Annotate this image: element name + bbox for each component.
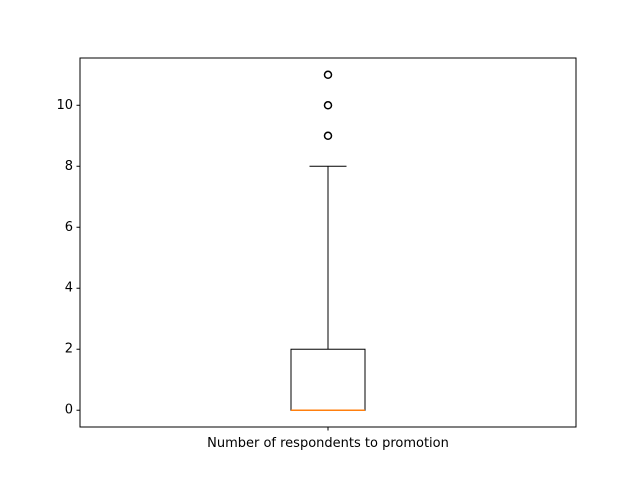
y-tick-label: 4	[65, 281, 73, 296]
x-tick-label: Number of respondents to promotion	[207, 436, 449, 451]
y-tick-label: 10	[56, 98, 73, 113]
outlier-point-2	[323, 70, 333, 80]
y-tick-label: 6	[65, 220, 73, 235]
y-tick-label: 2	[65, 342, 73, 357]
y-tick-label: 8	[65, 159, 73, 174]
outlier-point-1	[323, 101, 333, 110]
plot-marks	[290, 70, 366, 411]
y-tick-label: 0	[65, 403, 73, 418]
outlier-point-0	[323, 131, 333, 141]
y-axis: 0 2 4 6 8 10	[56, 98, 80, 418]
x-axis: Number of respondents to promotion	[207, 427, 449, 451]
iqr-box	[290, 348, 366, 411]
